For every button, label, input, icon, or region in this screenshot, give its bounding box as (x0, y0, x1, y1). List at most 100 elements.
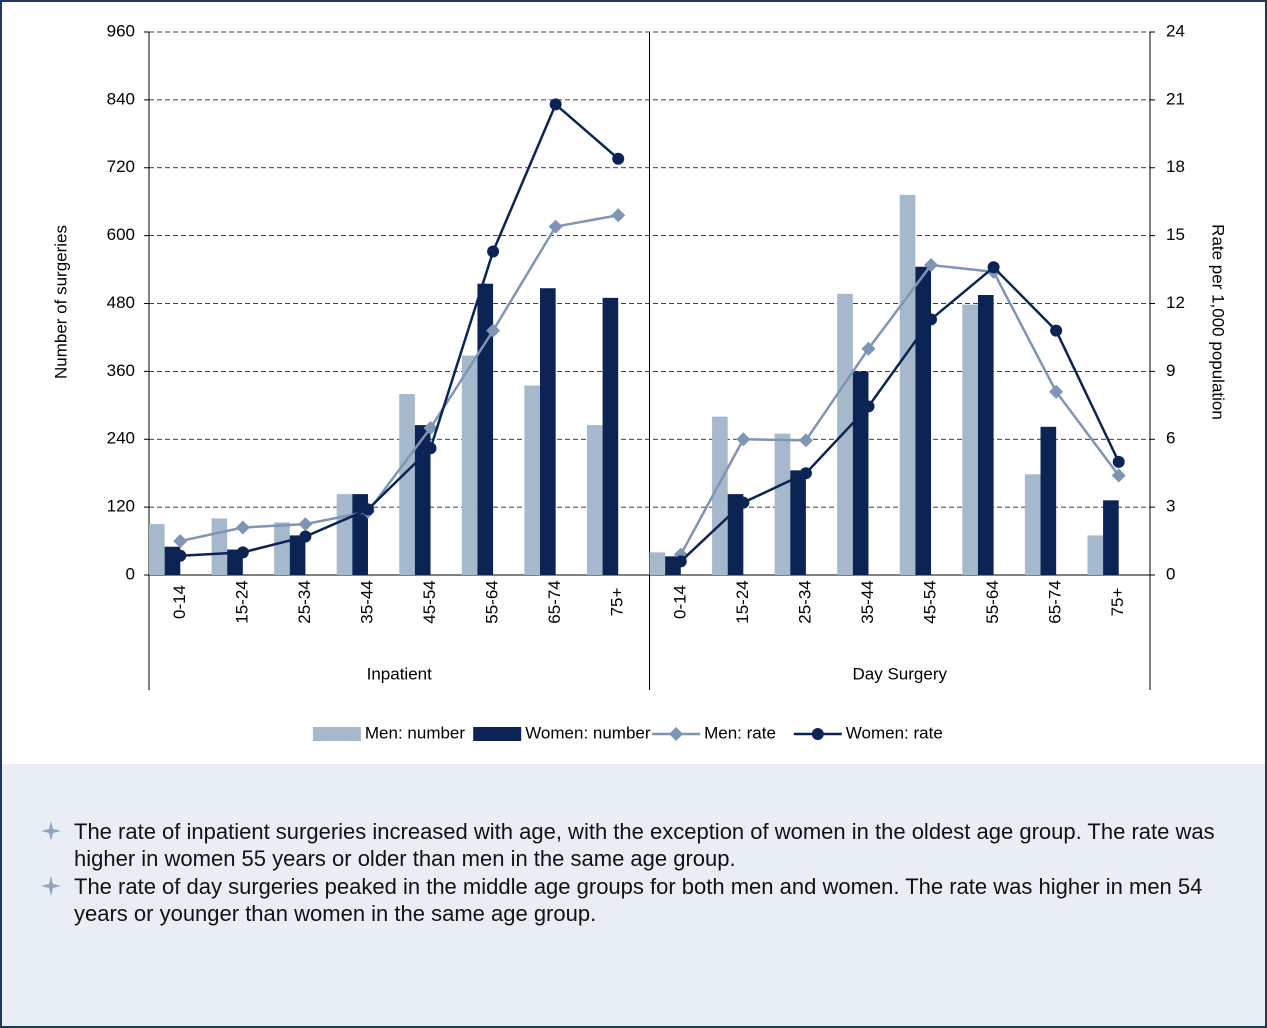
marker (1050, 324, 1063, 337)
marker (862, 400, 875, 413)
bar (1040, 426, 1057, 575)
y-tick-label: 0 (126, 564, 135, 583)
note: The rate of inpatient surgeries increase… (41, 818, 1225, 872)
bar (852, 371, 869, 575)
marker (174, 549, 187, 562)
y-tick-label: 360 (107, 361, 135, 380)
y-tick-label: 240 (107, 429, 135, 448)
y2-tick-label: 6 (1166, 429, 1175, 448)
bar (289, 535, 306, 575)
marker (1112, 455, 1125, 468)
x-tick-label: 0-14 (170, 585, 189, 619)
x-tick-label: 35-44 (858, 580, 877, 623)
marker (487, 245, 500, 258)
x-tick-label: 15-24 (733, 580, 752, 623)
marker (987, 261, 1000, 274)
marker (611, 208, 626, 223)
x-tick-label: 45-54 (921, 580, 940, 623)
bar (586, 425, 603, 575)
group-label: Inpatient (367, 664, 432, 683)
bar (774, 433, 791, 575)
bar (899, 194, 916, 575)
marker (236, 546, 249, 559)
marker (549, 98, 562, 111)
bar (1087, 535, 1104, 575)
bullet-icon (41, 821, 61, 841)
x-tick-label: 65-74 (545, 580, 564, 623)
bar (602, 297, 619, 575)
marker (674, 555, 687, 568)
rate-line (180, 102, 620, 558)
y-axis-title: Number of surgeries (51, 225, 70, 379)
y-tick-label: 960 (107, 21, 135, 40)
legend-marker (811, 728, 824, 740)
legend-marker (669, 727, 684, 741)
legend-swatch (473, 727, 522, 741)
y2-axis-title: Rate per 1,000 population (1209, 224, 1228, 420)
marker (798, 433, 813, 448)
bar (837, 293, 853, 575)
notes-panel: The rate of inpatient surgeries increase… (2, 764, 1265, 1026)
bar (461, 355, 478, 575)
note: The rate of day surgeries peaked in the … (41, 873, 1225, 927)
rate-line (679, 265, 1120, 563)
bar (1024, 474, 1041, 575)
y2-tick-label: 0 (1166, 564, 1175, 583)
marker (924, 258, 939, 273)
bar (790, 470, 806, 575)
marker (423, 420, 438, 435)
marker (799, 467, 812, 480)
x-tick-label: 15-24 (232, 580, 251, 623)
bar (649, 552, 666, 575)
x-tick-label: 25-34 (295, 580, 314, 623)
bar (977, 295, 994, 575)
rate-line (180, 214, 619, 543)
note-text: The rate of day surgeries peaked in the … (74, 874, 1203, 926)
legend-label: Women: rate (846, 723, 943, 742)
y-tick-label: 600 (107, 225, 135, 244)
y-tick-label: 120 (107, 497, 135, 516)
bar (274, 522, 290, 575)
marker (235, 520, 250, 535)
y2-tick-label: 3 (1166, 497, 1175, 516)
note-text: The rate of inpatient surgeries increase… (74, 819, 1215, 871)
bar (477, 283, 494, 575)
marker (486, 323, 501, 338)
legend-label: Men: number (365, 723, 465, 742)
bar (211, 518, 228, 575)
marker (299, 530, 312, 543)
legend-label: Women: number (525, 723, 651, 742)
bar (540, 288, 556, 575)
marker (861, 341, 876, 356)
legend-swatch (312, 727, 361, 741)
marker (173, 534, 188, 549)
marker (925, 313, 938, 326)
y2-tick-label: 24 (1166, 21, 1185, 40)
group-label: Day Surgery (853, 664, 948, 683)
x-tick-label: 0-14 (670, 585, 689, 619)
legend-label: Men: rate (704, 723, 776, 742)
y-tick-label: 840 (107, 89, 135, 108)
marker (612, 152, 625, 165)
x-tick-label: 75+ (608, 588, 627, 617)
y-tick-label: 720 (107, 157, 135, 176)
marker (737, 496, 750, 509)
y2-tick-label: 18 (1166, 157, 1185, 176)
marker (1049, 384, 1064, 399)
bar (915, 266, 932, 575)
y2-tick-label: 21 (1166, 89, 1185, 108)
bar (399, 394, 415, 575)
rate-line (679, 263, 1120, 556)
marker (736, 432, 751, 447)
y2-tick-label: 9 (1166, 361, 1175, 380)
x-tick-label: 45-54 (420, 580, 439, 623)
x-tick-label: 65-74 (1046, 580, 1065, 623)
bar (1103, 500, 1119, 575)
marker (424, 442, 437, 455)
marker (361, 503, 374, 516)
bar (524, 385, 541, 575)
bar (712, 416, 728, 575)
y-tick-label: 480 (107, 293, 135, 312)
x-tick-label: 25-34 (795, 580, 814, 623)
